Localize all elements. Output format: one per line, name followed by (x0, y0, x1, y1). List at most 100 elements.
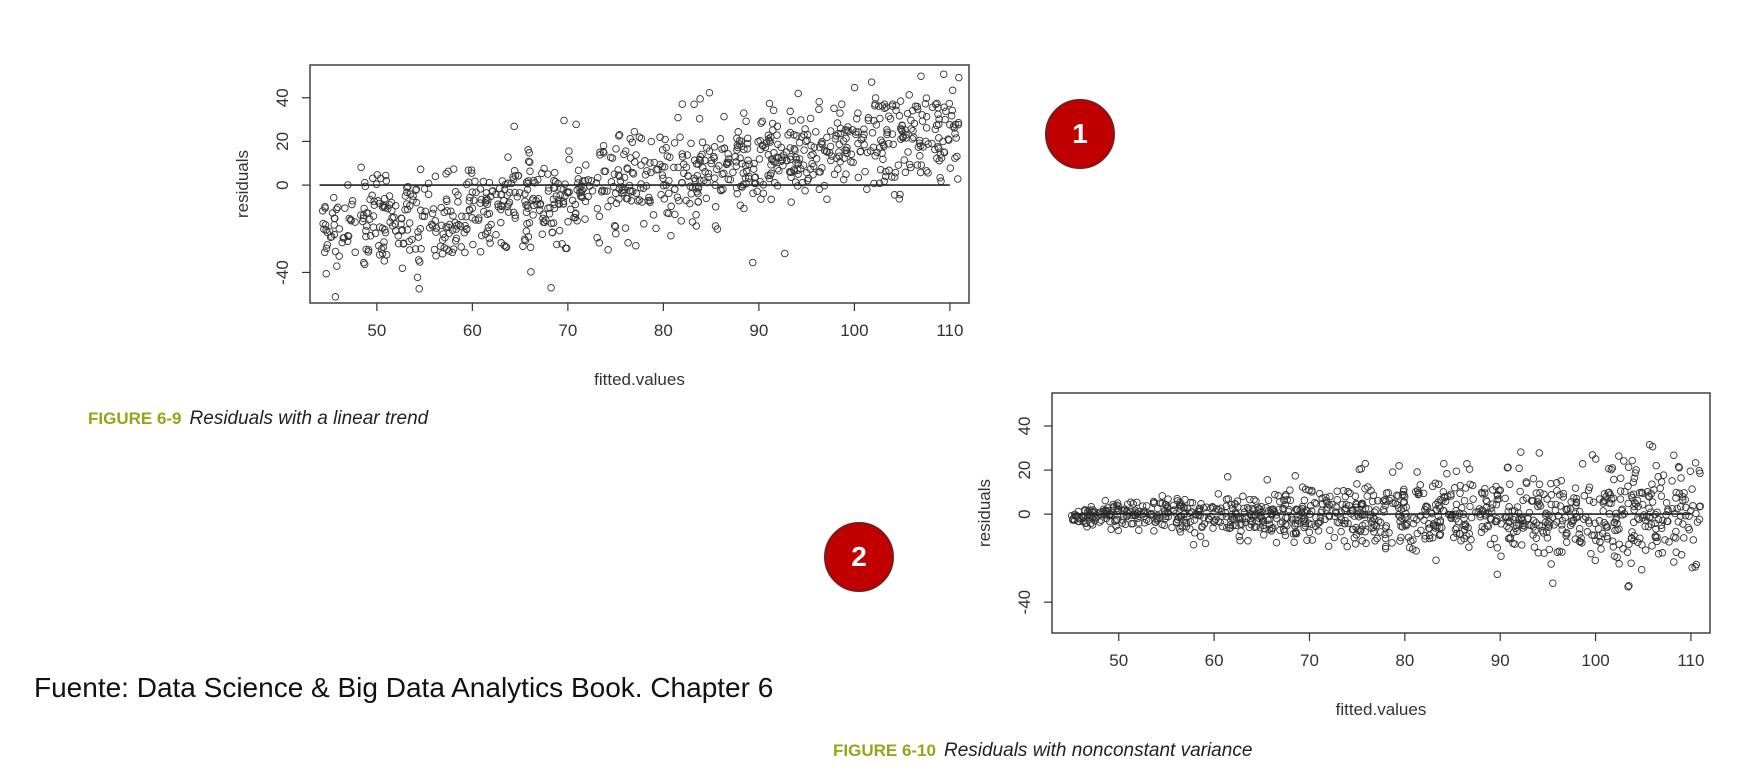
data-point (1153, 504, 1162, 513)
data-point (1224, 495, 1233, 503)
data-point (1305, 528, 1314, 537)
data-point (1101, 496, 1110, 505)
data-point (1351, 492, 1360, 500)
data-point (1465, 543, 1473, 551)
data-point (449, 212, 457, 220)
data-point (1509, 539, 1517, 548)
data-point (1493, 495, 1502, 504)
data-point (953, 152, 961, 161)
data-point (1517, 448, 1525, 456)
data-point (492, 190, 500, 199)
data-point (710, 154, 718, 162)
data-point (539, 214, 547, 223)
data-point (1624, 583, 1632, 591)
data-point (360, 260, 369, 269)
data-point (724, 150, 732, 158)
data-point (737, 137, 745, 145)
data-point (859, 133, 867, 142)
data-point (572, 120, 580, 129)
data-point (404, 182, 412, 191)
data-point (1630, 506, 1638, 514)
data-point (538, 169, 546, 178)
data-point (548, 228, 557, 237)
data-point (390, 213, 398, 222)
data-point (868, 129, 877, 137)
plot-frame (1051, 392, 1711, 634)
data-point (603, 187, 611, 195)
data-point (1135, 526, 1143, 534)
data-point (749, 165, 758, 173)
data-point (1463, 460, 1471, 468)
data-point (1570, 494, 1578, 502)
data-point (1553, 486, 1561, 495)
data-point (1102, 514, 1111, 523)
data-point (498, 202, 506, 211)
data-point (743, 145, 752, 153)
data-point (504, 208, 513, 216)
data-point (1600, 518, 1608, 527)
data-point (1300, 523, 1308, 532)
y-axis-label: residuals (233, 150, 252, 218)
data-point (1133, 498, 1141, 507)
data-point (595, 239, 604, 247)
data-point (1355, 465, 1364, 474)
data-point (1616, 487, 1625, 495)
data-point (742, 117, 750, 125)
data-point (1654, 550, 1663, 558)
data-point (1615, 560, 1623, 568)
data-point (1281, 491, 1290, 499)
data-point (1571, 484, 1580, 492)
data-point (497, 218, 505, 227)
data-point (1412, 515, 1421, 524)
data-point (1482, 496, 1490, 504)
data-point (1447, 514, 1456, 523)
data-point (564, 218, 572, 226)
data-point (674, 163, 682, 172)
data-point (665, 209, 673, 218)
data-point (1422, 502, 1430, 510)
data-point (661, 135, 669, 144)
data-point (1123, 500, 1132, 508)
data-point (1585, 496, 1594, 505)
data-point (1542, 509, 1550, 518)
data-point (432, 228, 440, 236)
data-point (565, 147, 573, 155)
data-point (1643, 488, 1652, 496)
data-point (686, 199, 694, 208)
data-point (801, 186, 809, 195)
data-point (1318, 494, 1326, 503)
data-point (1439, 488, 1448, 496)
data-point (505, 198, 514, 207)
data-point (1246, 495, 1254, 504)
data-point (1488, 500, 1497, 508)
data-point (1541, 518, 1550, 527)
data-point (683, 151, 692, 159)
data-point (380, 257, 389, 265)
data-point (1625, 581, 1633, 590)
data-point (544, 170, 552, 178)
data-point (718, 170, 726, 178)
data-point (442, 169, 450, 178)
data-point (1396, 537, 1404, 545)
data-point (555, 199, 563, 208)
data-point (749, 258, 757, 267)
data-point (544, 187, 553, 195)
data-point (593, 233, 601, 242)
data-point (1381, 534, 1390, 543)
data-point (406, 202, 414, 210)
data-point (1280, 527, 1289, 536)
data-point (917, 161, 926, 169)
data-point (1081, 519, 1089, 527)
data-point (1256, 523, 1264, 532)
data-point (731, 153, 739, 161)
data-point (451, 188, 460, 196)
data-point (736, 154, 744, 162)
data-point (733, 143, 742, 152)
data-point (581, 176, 589, 185)
data-point (1661, 536, 1669, 544)
data-point (1389, 499, 1397, 507)
data-point (903, 109, 912, 118)
data-point (1292, 515, 1300, 524)
data-point (1631, 469, 1640, 477)
